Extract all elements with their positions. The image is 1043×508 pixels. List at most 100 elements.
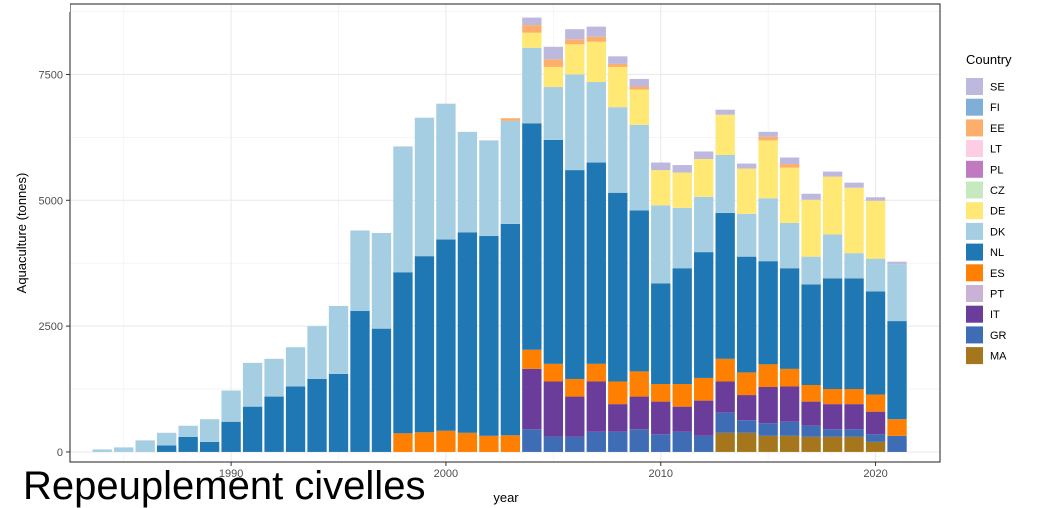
bar-ES-2016 [779, 368, 800, 387]
bar-GR-2004 [522, 429, 542, 452]
bar-DE-2019 [844, 187, 864, 254]
bar-DK-1997 [371, 233, 392, 329]
bar-NL-2012 [694, 252, 714, 378]
bar-NL-1995 [328, 373, 349, 452]
bar-ES-2007 [586, 363, 606, 382]
bar-NL-2013 [715, 212, 735, 359]
bar-NL-1999 [414, 256, 435, 433]
bar-DK-1995 [328, 305, 349, 374]
bar-ES-2000 [436, 430, 456, 452]
bar-NL-2007 [586, 162, 606, 364]
bar-EE-2015 [758, 136, 778, 141]
bar-ES-2005 [543, 363, 563, 382]
bar-ES-2017 [801, 385, 821, 402]
bar-NL-2016 [779, 268, 800, 369]
bar-DK-2009 [629, 124, 649, 211]
y-tick-label: 7500 [39, 69, 63, 81]
bar-GR-2005 [543, 436, 563, 452]
legend-label-CZ: CZ [990, 185, 1005, 197]
bar-ES-2012 [694, 377, 714, 401]
bar-NL-1989 [199, 441, 220, 452]
bar-ES-2003 [500, 435, 521, 452]
bar-NL-1998 [393, 272, 413, 434]
bar-NL-2006 [565, 170, 585, 379]
bar-NL-1987 [157, 445, 177, 452]
bar-MA-2015 [758, 435, 778, 452]
bar-DK-1991 [242, 362, 263, 407]
x-tick-label: 2020 [863, 468, 887, 480]
bar-IT-2020 [865, 411, 886, 435]
bar-IT-2006 [565, 396, 585, 437]
plot-area: 0 2500 5000 7500 1990 2000 2010 2020 [39, 3, 941, 480]
bar-GR-2008 [608, 431, 628, 452]
bar-DE-2014 [737, 168, 757, 214]
bar-DE-2005 [543, 66, 563, 88]
bar-NL-2017 [801, 284, 821, 385]
bar-DK-2001 [457, 131, 478, 233]
bar-MA-2014 [737, 432, 757, 452]
bar-IT-2013 [715, 381, 735, 413]
bar-NL-2019 [844, 278, 864, 390]
bar-SE-2010 [651, 162, 671, 171]
bar-NL-2001 [457, 232, 478, 433]
legend-swatch-LT [966, 140, 983, 158]
bar-IT-2017 [801, 401, 821, 426]
bar-DK-2015 [758, 198, 778, 262]
bar-GR-2017 [801, 425, 821, 437]
bar-ES-2001 [457, 432, 478, 452]
bar-ES-2014 [737, 372, 757, 396]
legend-swatch-PL [966, 160, 983, 178]
bar-GR-2011 [672, 431, 692, 452]
bar-DK-1992 [264, 358, 284, 397]
bar-ES-2004 [522, 349, 542, 369]
bar-EE-2016 [779, 164, 800, 168]
bar-ES-2015 [758, 364, 778, 388]
bar-NL-1994 [307, 378, 327, 452]
bar-DK-1994 [307, 326, 327, 379]
bar-NL-1992 [264, 396, 284, 452]
bar-IT-2019 [844, 404, 864, 430]
legend-swatch-GR [966, 326, 983, 344]
bar-DK-2011 [672, 207, 692, 269]
legend-label-FI: FI [990, 102, 1000, 114]
legend-swatch-DK [966, 222, 983, 240]
bar-GR-2018 [822, 429, 843, 437]
legend-label-IT: IT [990, 309, 1000, 321]
bar-DK-2003 [500, 120, 521, 224]
bar-IT-2004 [522, 368, 542, 430]
bar-ES-2013 [715, 358, 735, 382]
bar-DK-1990 [221, 390, 241, 422]
bar-GR-2013 [715, 412, 735, 433]
bar-MA-2013 [715, 432, 735, 452]
bar-DE-2009 [629, 89, 649, 125]
bar-DK-1993 [285, 347, 306, 387]
legend-label-DK: DK [990, 226, 1006, 238]
legend-label-MA: MA [990, 351, 1007, 363]
bar-NL-2020 [865, 291, 886, 395]
bar-DK-2005 [543, 87, 563, 140]
legend-label-LT: LT [990, 144, 1002, 156]
bar-DE-2004 [522, 32, 542, 48]
bar-DK-2006 [565, 74, 585, 171]
bar-IT-2014 [737, 395, 757, 421]
legend-label-GR: GR [990, 330, 1007, 342]
legend-swatch-EE [966, 119, 983, 137]
bar-IT-2010 [651, 401, 671, 435]
legend-label-PL: PL [990, 164, 1003, 176]
legend-label-ES: ES [990, 268, 1005, 280]
legend-label-EE: EE [990, 123, 1005, 135]
bar-DK-2017 [801, 256, 821, 285]
bar-NL-1990 [221, 421, 241, 452]
bar-NL-2015 [758, 261, 778, 365]
bar-DK-2004 [522, 47, 542, 124]
bar-DK-2013 [715, 154, 735, 213]
bar-NL-1996 [350, 311, 370, 452]
bar-IT-2005 [543, 381, 563, 437]
bar-NL-1988 [178, 436, 198, 452]
bar-SE-2017 [801, 193, 821, 200]
bar-EE-2003 [500, 118, 521, 121]
bar-DK-2020 [865, 258, 886, 292]
bar-NL-2021 [887, 321, 907, 420]
bar-GR-2016 [779, 421, 800, 436]
bar-ES-2020 [865, 394, 886, 412]
